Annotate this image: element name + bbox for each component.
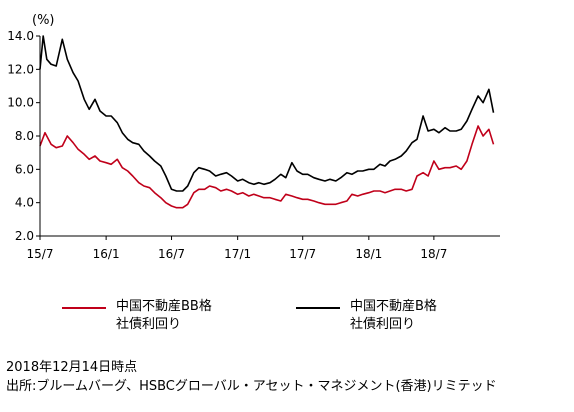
legend-label-b: 中国不動産B格 社債利回り bbox=[350, 299, 437, 332]
y-axis: 2.0 4.0 6.0 8.0 10.0 12.0 14.0 bbox=[7, 29, 40, 243]
as-of-date-note: 2018年12月14日時点 bbox=[6, 360, 138, 375]
x-tick-label: 16/1 bbox=[93, 247, 120, 261]
legend-swatch-b bbox=[296, 307, 340, 309]
yield-line-chart: (%) 2.0 4.0 6.0 8.0 10.0 12.0 14.0 15/7 16/1 16/… bbox=[7, 13, 500, 261]
y-tick-label: 12.0 bbox=[7, 62, 34, 76]
series-line-b bbox=[39, 35, 495, 192]
y-tick-label: 8.0 bbox=[15, 129, 34, 143]
series-line-bb bbox=[39, 125, 495, 209]
x-tick-label: 17/1 bbox=[224, 247, 251, 261]
legend-swatch-bb bbox=[62, 307, 106, 309]
legend-item-b: 中国不動産B格 社債利回り bbox=[296, 298, 437, 334]
source-note: 出所:ブルームバーグ、HSBCグローバル・アセット・マネジメント(香港)リミテッ… bbox=[6, 379, 497, 394]
series-lines bbox=[39, 35, 495, 209]
x-tick-label: 18/7 bbox=[420, 247, 447, 261]
x-tick-label: 16/7 bbox=[158, 247, 185, 261]
x-tick-label: 18/1 bbox=[355, 247, 382, 261]
y-tick-label: 4.0 bbox=[15, 196, 34, 210]
x-axis: 15/7 16/1 16/7 17/1 17/7 18/1 18/7 bbox=[27, 236, 447, 261]
y-axis-unit-label: (%) bbox=[32, 13, 55, 28]
y-tick-label: 10.0 bbox=[7, 96, 34, 110]
y-tick-label: 14.0 bbox=[7, 29, 34, 43]
x-tick-label: 17/7 bbox=[289, 247, 316, 261]
legend-label-bb: 中国不動産BB格 社債利回り bbox=[116, 299, 212, 332]
y-tick-label: 2.0 bbox=[15, 229, 34, 243]
y-tick-label: 6.0 bbox=[15, 162, 34, 176]
legend-item-bb: 中国不動産BB格 社債利回り bbox=[62, 298, 212, 334]
x-tick-label: 15/7 bbox=[27, 247, 54, 261]
